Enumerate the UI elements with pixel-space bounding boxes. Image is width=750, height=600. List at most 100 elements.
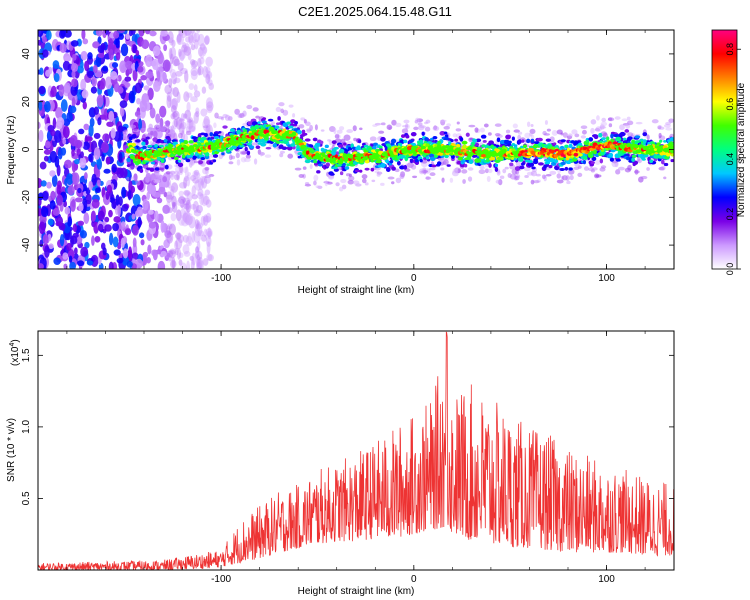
heatmap-cell [264, 154, 272, 158]
heatmap-cell [190, 67, 199, 77]
heatmap-cell [47, 218, 54, 226]
heatmap-cell [202, 66, 209, 78]
heatmap-cell [502, 168, 507, 174]
heatmap-cell [436, 161, 442, 166]
heatmap-cell [50, 129, 56, 137]
heatmap-cell [117, 30, 126, 33]
heatmap-cell [608, 123, 613, 128]
heatmap-cell [349, 160, 354, 165]
heatmap-cell [135, 139, 141, 143]
heatmap-cell [531, 166, 536, 170]
heatmap-cell [195, 204, 203, 214]
heatmap-cell [178, 50, 186, 60]
heatmap-cell [124, 129, 128, 132]
y-tick-label: 1.5 [21, 348, 32, 362]
heatmap-cell [186, 101, 191, 113]
heatmap-cell [104, 216, 110, 223]
heatmap-cell [199, 43, 206, 51]
heatmap-cell [91, 210, 97, 222]
heatmap-cell [420, 170, 428, 174]
ridge-core [125, 116, 674, 176]
heatmap-cell [595, 174, 602, 178]
heatmap-cell [66, 242, 72, 251]
heatmap-cell [236, 129, 242, 135]
heatmap-cell [156, 122, 161, 128]
heatmap-cell [296, 145, 301, 149]
spectrogram-x-label: Height of straight line (km) [298, 285, 415, 296]
heatmap-cell [195, 246, 200, 253]
heatmap-cell [38, 85, 46, 95]
heatmap-cell [162, 204, 170, 214]
heatmap-cell [624, 167, 631, 173]
heatmap-cell [70, 200, 76, 212]
heatmap-cell [71, 70, 76, 79]
heatmap-cell [487, 145, 491, 149]
heatmap-cell [128, 136, 133, 141]
heatmap-cell [316, 142, 321, 147]
heatmap-cell [187, 51, 192, 61]
heatmap-cell [97, 52, 105, 59]
heatmap-cell [344, 166, 350, 170]
heatmap-cell [135, 131, 140, 137]
heatmap-cell [204, 36, 210, 46]
heatmap-cell [583, 166, 589, 171]
heatmap-cell [478, 169, 486, 175]
heatmap-cell [352, 160, 359, 166]
heatmap-cell [110, 127, 116, 139]
heatmap-cell [160, 250, 167, 257]
heatmap-cell [179, 198, 185, 208]
heatmap-cell [175, 237, 183, 250]
heatmap-cell [55, 121, 63, 130]
heatmap-cell [212, 153, 219, 158]
heatmap-cell [188, 31, 194, 44]
heatmap-cell [213, 122, 217, 129]
heatmap-cell [185, 199, 192, 213]
heatmap-cell [72, 53, 77, 61]
heatmap-cell [395, 177, 402, 184]
heatmap-cell [517, 131, 523, 135]
heatmap-cell [93, 106, 100, 115]
heatmap-cell [52, 208, 60, 216]
heatmap-cell [80, 246, 89, 258]
snr-frame [37, 330, 675, 571]
heatmap-cell [119, 105, 125, 117]
heatmap-cell [108, 232, 114, 246]
heatmap-cell [204, 127, 211, 133]
heatmap-cell [254, 124, 260, 130]
heatmap-cell [204, 142, 210, 146]
heatmap-cell [137, 159, 142, 165]
heatmap-cell [294, 120, 298, 125]
heatmap-cell [373, 142, 378, 146]
heatmap-cell [440, 167, 445, 171]
heatmap-cell [63, 263, 68, 269]
heatmap-cell [113, 30, 120, 39]
heatmap-cell [496, 169, 501, 176]
heatmap-cell [421, 159, 428, 164]
heatmap-cell [193, 209, 202, 217]
heatmap-cell [179, 118, 185, 122]
heatmap-cell [339, 126, 345, 131]
heatmap-cell [149, 141, 154, 147]
heatmap-cell [517, 139, 522, 144]
heatmap-cell [55, 221, 63, 227]
heatmap-cell [207, 79, 213, 86]
heatmap-cell [132, 68, 138, 82]
heatmap-cell [546, 159, 551, 163]
heatmap-cell [259, 133, 266, 137]
heatmap-cell [149, 130, 154, 136]
heatmap-cell [364, 182, 369, 186]
heatmap-cell [496, 137, 501, 143]
heatmap-cell [193, 230, 201, 244]
heatmap-cell [358, 139, 362, 144]
heatmap-cell [126, 164, 131, 168]
heatmap-cell [172, 202, 178, 214]
heatmap-cell [488, 140, 494, 145]
heatmap-cell [150, 184, 157, 197]
heatmap-cell [612, 141, 618, 145]
heatmap-cell [257, 121, 261, 125]
heatmap-cell [96, 94, 104, 108]
heatmap-cell [419, 158, 423, 163]
heatmap-cell [455, 144, 461, 148]
heatmap-cell [167, 255, 173, 262]
heatmap-cell [154, 210, 159, 223]
